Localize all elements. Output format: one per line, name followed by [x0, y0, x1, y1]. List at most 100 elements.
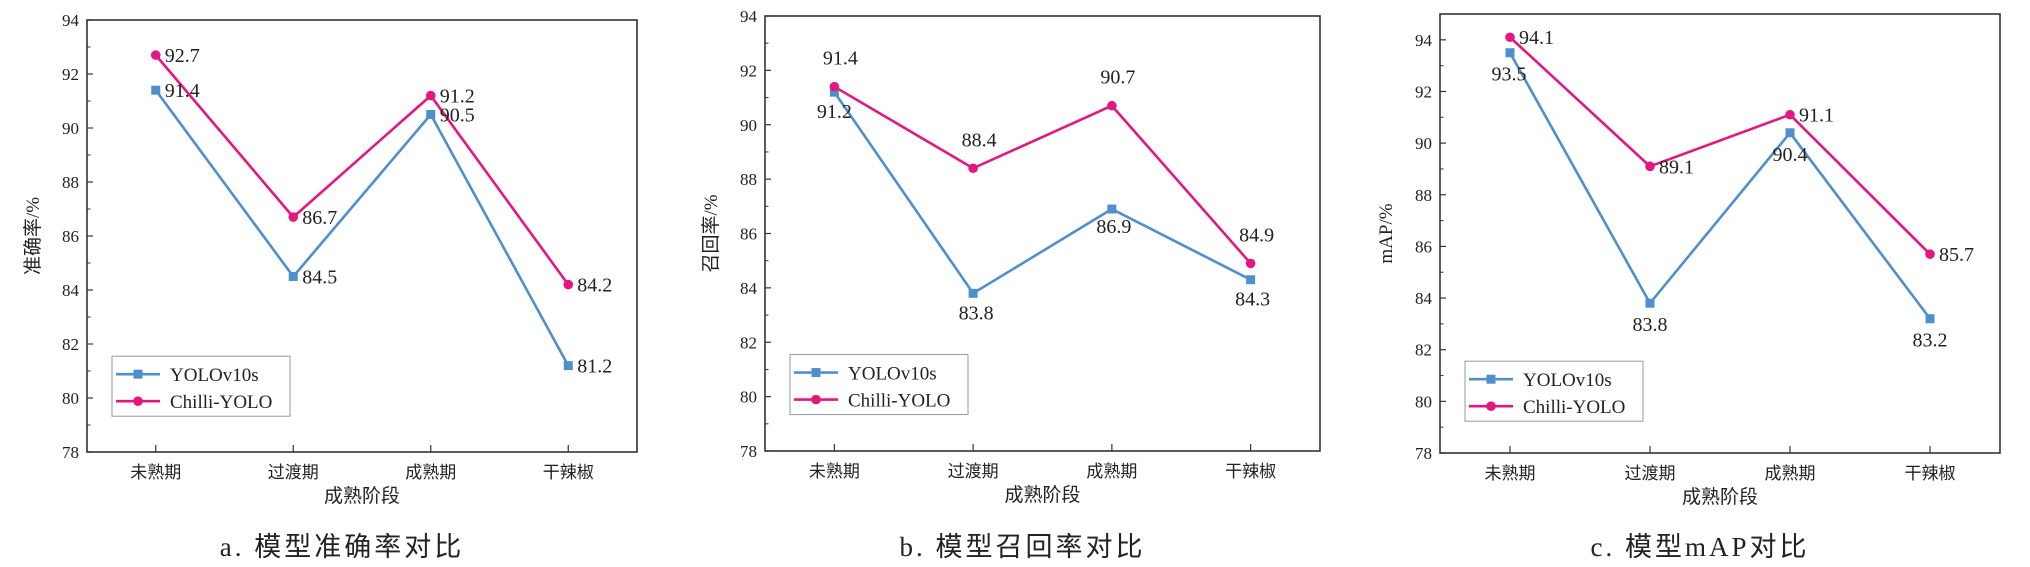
legend-circle-marker-icon — [133, 396, 143, 407]
legend-square-marker-icon — [133, 369, 143, 379]
legend: YOLOv10s Chilli-YOLO — [789, 354, 969, 416]
data-label: 88.4 — [962, 129, 997, 151]
data-point-square — [829, 87, 839, 97]
data-label: 84.3 — [1235, 289, 1270, 311]
y-tick-label: 94 — [740, 7, 758, 26]
data-label: 91.2 — [817, 101, 852, 123]
data-point-square — [1107, 204, 1117, 214]
data-point-square — [1785, 128, 1795, 138]
x-tick-label: 成熟期 — [1086, 461, 1137, 481]
data-point-square — [1246, 275, 1256, 285]
x-tick-label: 过渡期 — [1625, 464, 1676, 483]
data-label: 81.2 — [577, 356, 612, 378]
data-point-circle — [425, 90, 436, 101]
y-tick-label: 90 — [62, 119, 79, 138]
y-tick-label: 78 — [1415, 444, 1432, 463]
legend-box — [1464, 360, 1644, 422]
legend-square-marker-icon — [811, 368, 821, 378]
series-line-yolov10s — [833, 91, 1252, 295]
data-label: 89.1 — [1659, 156, 1694, 178]
data-point-circle — [1925, 249, 1935, 259]
series-line-chilli-yolo — [1509, 36, 1931, 256]
data-point-circle — [288, 212, 299, 222]
data-point-circle — [150, 50, 161, 60]
data-label: 91.4 — [823, 48, 858, 70]
y-tick-label: 86 — [740, 225, 757, 244]
x-tick-label: 成熟期 — [1765, 463, 1816, 483]
x-axis-title: 成熟阶段 — [324, 485, 400, 507]
data-point-circle — [1505, 32, 1515, 43]
data-point-circle — [1107, 100, 1117, 111]
y-axis-title: 召回率/% — [700, 194, 722, 272]
data-point-square — [426, 110, 436, 119]
chart-caption: c. 模型mAP对比 — [1591, 532, 1810, 562]
data-label: 86.9 — [1096, 216, 1131, 238]
x-tick-label: 干辣椒 — [543, 463, 594, 482]
y-tick-label: 92 — [740, 61, 757, 80]
y-tick-label: 94 — [1415, 31, 1433, 50]
data-label: 83.2 — [1913, 330, 1948, 352]
legend-label: YOLOv10s — [848, 364, 937, 385]
x-axis-title: 成熟阶段 — [1682, 486, 1758, 508]
data-point-circle — [829, 81, 840, 92]
legend-label: Chilli-YOLO — [848, 391, 950, 412]
data-label: 86.7 — [302, 207, 337, 229]
data-label: 91.1 — [1799, 105, 1834, 127]
data-label: 90.5 — [440, 105, 475, 127]
y-tick-label: 84 — [1415, 289, 1433, 308]
legend: YOLOv10s Chilli-YOLO — [111, 355, 291, 417]
data-label: 91.2 — [440, 86, 475, 108]
x-tick-label: 过渡期 — [268, 463, 319, 482]
data-point-circle — [1645, 161, 1655, 172]
series-line-chilli-yolo — [154, 54, 570, 286]
y-tick-label: 88 — [1415, 186, 1432, 205]
data-label: 83.8 — [1633, 314, 1668, 336]
y-axis-title: 准确率/% — [22, 197, 44, 275]
y-tick-label: 78 — [62, 443, 79, 462]
data-label: 94.1 — [1519, 27, 1554, 49]
y-tick-label: 80 — [62, 389, 79, 408]
legend-square-marker-icon — [1486, 374, 1496, 384]
y-tick-label: 92 — [1415, 82, 1432, 101]
legend: YOLOv10s Chilli-YOLO — [1464, 360, 1644, 422]
data-point-circle — [563, 279, 574, 290]
y-tick-label: 86 — [1415, 237, 1432, 256]
legend-label: YOLOv10s — [170, 365, 259, 386]
y-tick-label: 86 — [62, 227, 79, 246]
legend-box — [789, 354, 969, 416]
series-line-chilli-yolo — [833, 85, 1252, 265]
x-tick-label: 未熟期 — [130, 462, 181, 482]
data-point-square — [151, 85, 161, 95]
x-tick-label: 未熟期 — [1485, 463, 1536, 483]
data-point-square — [563, 361, 573, 371]
data-point-square — [1925, 314, 1935, 324]
legend-label: YOLOv10s — [1523, 370, 1612, 391]
data-label: 83.8 — [959, 302, 994, 324]
data-point-square — [288, 272, 298, 281]
legend-circle-marker-icon — [811, 394, 821, 405]
y-tick-label: 90 — [1415, 134, 1432, 153]
y-tick-label: 92 — [62, 65, 79, 84]
data-point-circle — [1245, 258, 1256, 269]
x-tick-label: 干辣椒 — [1225, 462, 1276, 481]
y-tick-label: 94 — [62, 11, 80, 30]
x-tick-label: 未熟期 — [809, 461, 860, 481]
x-tick-label: 过渡期 — [948, 462, 999, 481]
x-tick-label: 干辣椒 — [1905, 464, 1956, 483]
data-point-square — [1505, 48, 1515, 58]
data-label: 84.2 — [577, 275, 612, 297]
y-tick-label: 80 — [1415, 392, 1432, 411]
x-tick-label: 成熟期 — [405, 462, 456, 482]
data-label: 90.7 — [1100, 67, 1135, 89]
y-axis-title: mAP/% — [1376, 203, 1397, 263]
legend-circle-marker-icon — [1486, 401, 1496, 412]
data-point-circle — [1785, 109, 1795, 120]
data-label: 93.5 — [1492, 64, 1527, 86]
data-point-square — [968, 288, 978, 298]
legend-label: Chilli-YOLO — [1523, 397, 1625, 418]
legend-box — [111, 355, 291, 417]
data-label: 90.4 — [1773, 144, 1808, 166]
y-tick-label: 90 — [740, 116, 757, 135]
